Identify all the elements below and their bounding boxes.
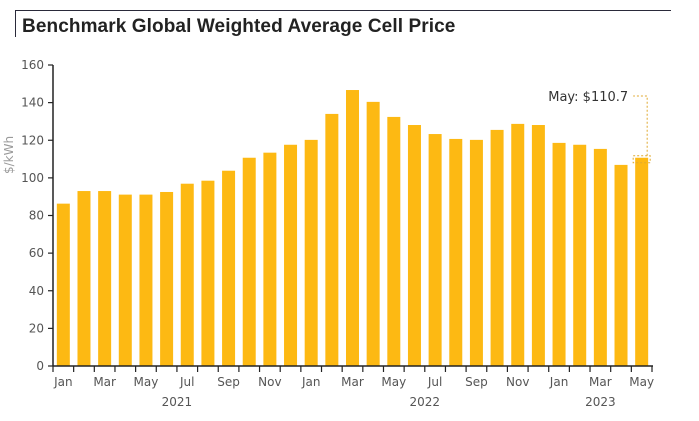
bar-1 bbox=[77, 191, 91, 366]
y-axis: 0 20 40 60 80 100 120 140 160 bbox=[21, 58, 54, 373]
bar-0 bbox=[56, 203, 70, 366]
chart-title: Benchmark Global Weighted Average Cell P… bbox=[22, 16, 456, 37]
x-tick-label: Jan bbox=[301, 375, 321, 389]
x-tick-label: Nov bbox=[258, 375, 281, 389]
x-tick-label: May bbox=[134, 375, 159, 389]
bar-13 bbox=[325, 113, 339, 366]
x-tick-label: May bbox=[629, 375, 654, 389]
y-tick-label: 120 bbox=[21, 133, 44, 147]
y-axis-title: $/kWh bbox=[2, 136, 16, 174]
bar-26 bbox=[593, 148, 607, 366]
bar-9 bbox=[242, 157, 256, 366]
bar-25 bbox=[573, 144, 587, 366]
bar-4 bbox=[139, 194, 153, 366]
x-axis: Jan Mar May Jul Sep Nov Jan Mar May Jul Sep Nov Jan M… bbox=[52, 365, 654, 409]
y-tick-label: 100 bbox=[21, 171, 44, 185]
x-tick-label: Sep bbox=[465, 375, 488, 389]
x-tick-label: Mar bbox=[93, 375, 116, 389]
bar-5 bbox=[160, 191, 174, 366]
title-frame-left-rule bbox=[15, 10, 16, 37]
x-tick-label: Jul bbox=[427, 375, 442, 389]
bar-18 bbox=[428, 134, 442, 366]
y-tick-label: 40 bbox=[29, 284, 44, 298]
bar-12 bbox=[304, 139, 318, 366]
bar-20 bbox=[469, 139, 483, 366]
x-tick-label: Nov bbox=[506, 375, 529, 389]
x-tick-label: Mar bbox=[589, 375, 612, 389]
y-tick-label: 0 bbox=[36, 359, 44, 373]
bar-24 bbox=[552, 142, 566, 366]
y-tick-label: 80 bbox=[29, 209, 44, 223]
x-year-label: 2021 bbox=[162, 395, 193, 409]
bar-7 bbox=[201, 180, 215, 366]
x-year-label: 2023 bbox=[585, 395, 616, 409]
bar-6 bbox=[180, 183, 194, 366]
y-tick-label: 140 bbox=[21, 96, 44, 110]
bar-14 bbox=[346, 90, 359, 366]
title-frame-top-rule bbox=[15, 10, 671, 11]
annotation-highlight-box bbox=[632, 155, 651, 164]
annotation-label: May: $110.7 bbox=[548, 90, 628, 105]
bar-2 bbox=[98, 191, 112, 366]
annotation-group: May: $110.7 bbox=[548, 90, 651, 164]
bar-16 bbox=[387, 116, 401, 366]
bar-21 bbox=[490, 129, 504, 366]
x-tick-label: Jan bbox=[549, 375, 569, 389]
y-tick-label: 60 bbox=[29, 246, 44, 260]
x-tick-label: Jan bbox=[53, 375, 73, 389]
bar-22 bbox=[511, 123, 525, 367]
bar-17 bbox=[407, 125, 421, 366]
x-tick-label: Mar bbox=[341, 375, 364, 389]
bar-19 bbox=[449, 138, 463, 366]
bar-8 bbox=[222, 170, 236, 366]
x-year-label: 2022 bbox=[410, 395, 441, 409]
bar-15 bbox=[366, 101, 380, 366]
y-tick-label: 160 bbox=[21, 58, 44, 72]
y-tick-label: 20 bbox=[29, 321, 44, 335]
x-tick-label: May bbox=[381, 375, 406, 389]
bar-3 bbox=[118, 194, 132, 366]
annotation-leader-line bbox=[633, 95, 648, 156]
x-tick-label: Jul bbox=[179, 375, 194, 389]
bar-11 bbox=[284, 144, 298, 366]
bar-27 bbox=[614, 164, 628, 366]
bar-23 bbox=[531, 125, 545, 366]
bar-28 bbox=[635, 157, 649, 366]
bar-10 bbox=[263, 152, 277, 366]
x-tick-label: Sep bbox=[217, 375, 240, 389]
bars-group bbox=[56, 90, 649, 367]
